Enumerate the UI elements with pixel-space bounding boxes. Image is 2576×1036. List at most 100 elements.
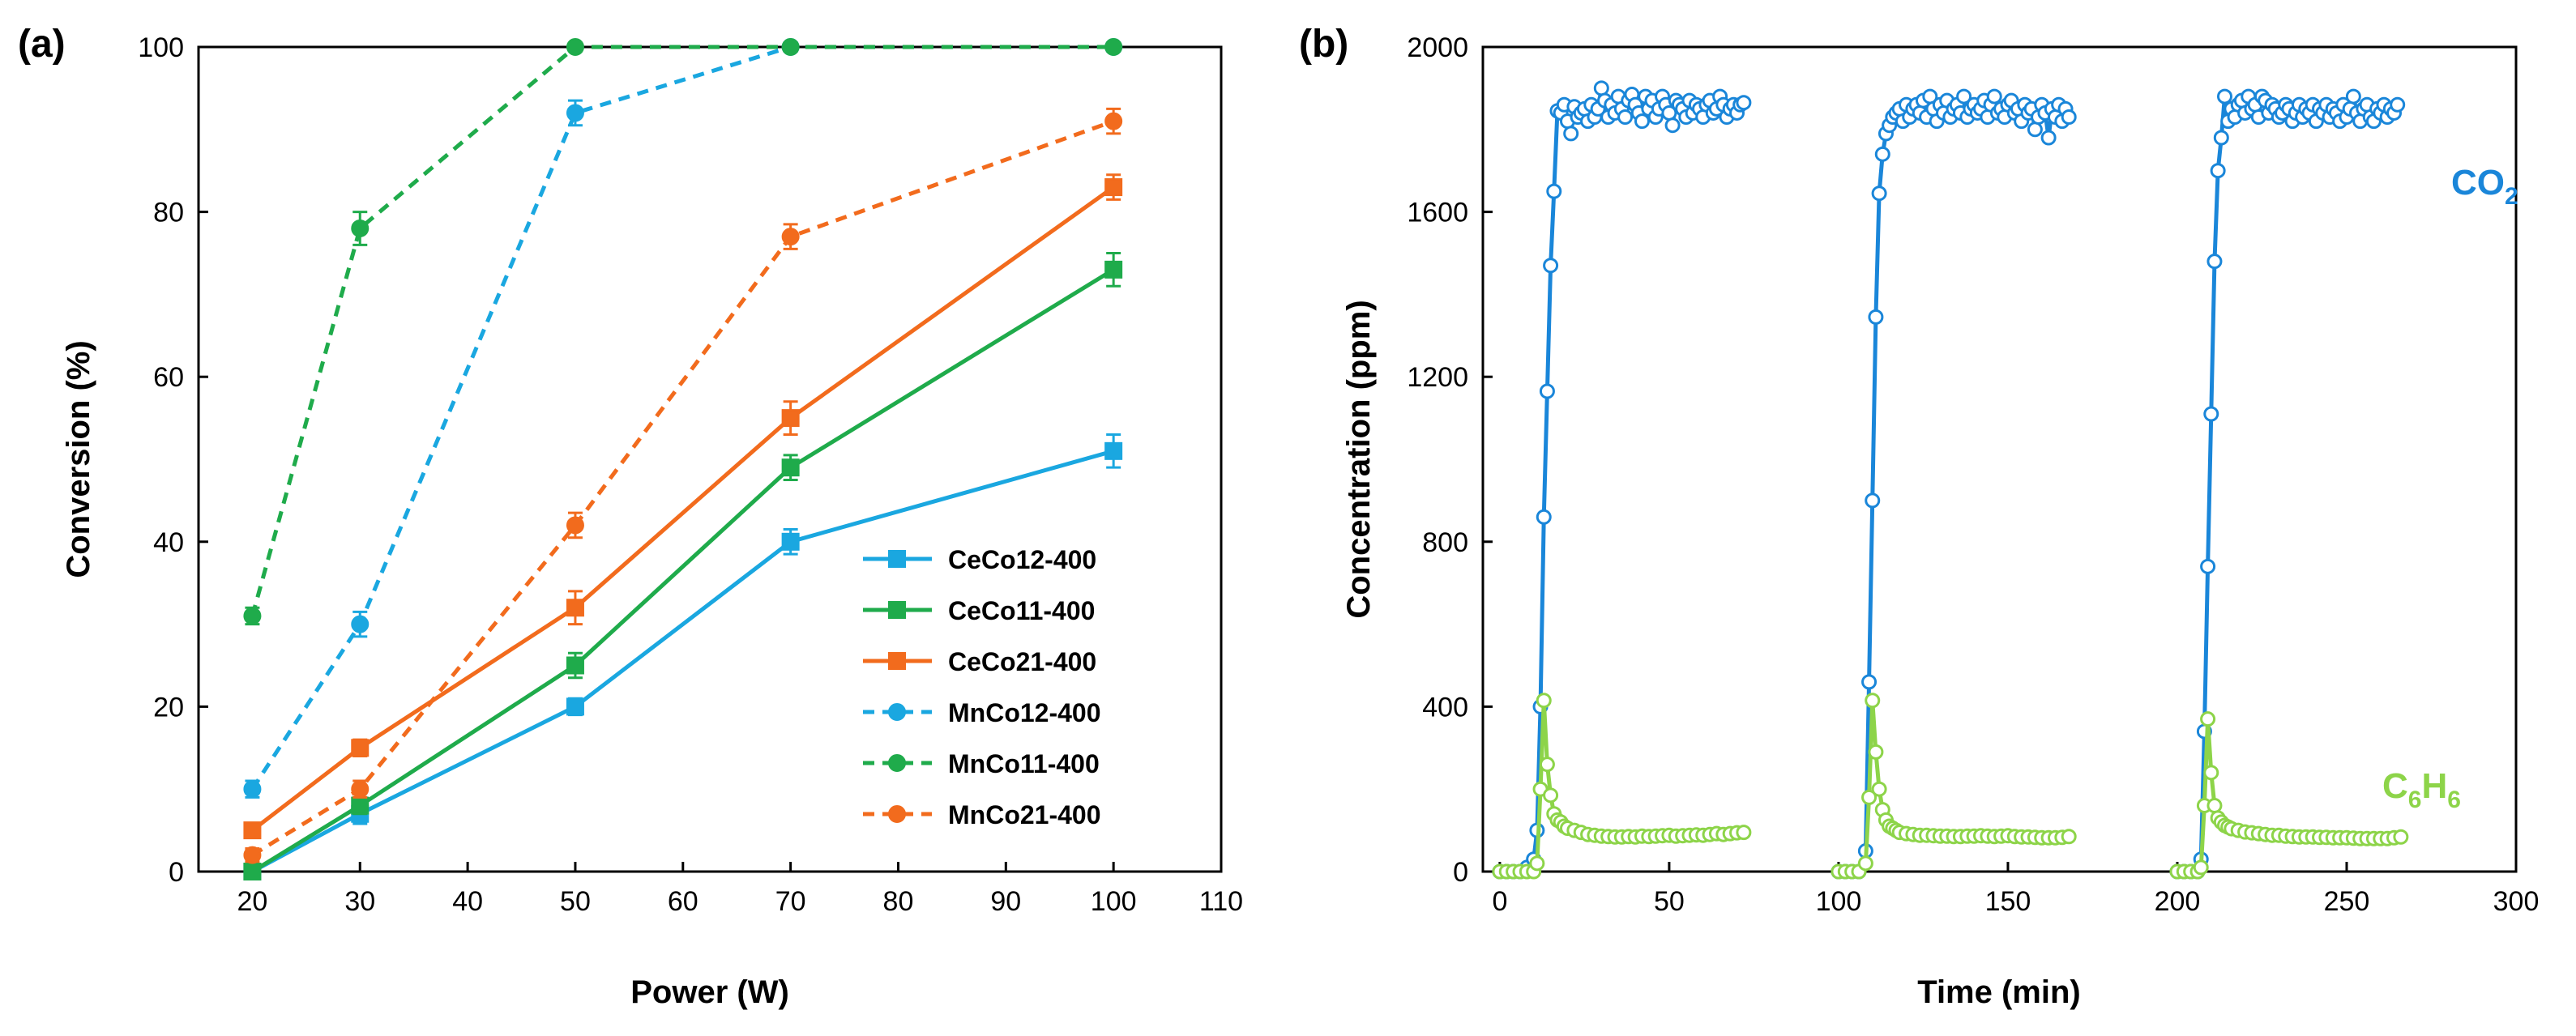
a-xtick-label: 40: [452, 886, 483, 917]
data-point: [1861, 789, 1878, 805]
data-point: [351, 739, 370, 757]
data-point: [2206, 254, 2223, 270]
b-xtick-label: 50: [1654, 886, 1685, 917]
data-point: [1986, 88, 2002, 104]
data-point: [1539, 383, 1555, 399]
data-point: [566, 656, 584, 675]
c6h6-annotation: C6H6: [2382, 766, 2461, 813]
axis-ticks-a: 20 30 40 50 60 70 80 90 100 110 0 20 40 60 80 100: [138, 32, 1243, 917]
plot-frame-b: [1481, 45, 2518, 873]
data-point: [566, 516, 584, 535]
data-point: [2193, 859, 2209, 876]
b-ytick-label: 800: [1422, 527, 1468, 558]
b-ytick-label: 0: [1453, 857, 1468, 888]
data-point: [2040, 130, 2057, 146]
data-point: [1536, 693, 1552, 709]
data-point: [2200, 558, 2216, 574]
b-ytick-label: 1200: [1407, 362, 1468, 393]
data-point: [2390, 96, 2406, 113]
legend-marker: [888, 652, 906, 670]
a-xtick-label: 30: [344, 886, 375, 917]
a-ytick-label: 100: [138, 32, 184, 63]
series-line: [250, 185, 1115, 833]
data-point: [1104, 260, 1123, 279]
a-ytick-label: 60: [153, 362, 184, 393]
x-axis-title-b: Time (min): [1917, 974, 2081, 1010]
data-point: [1634, 113, 1650, 130]
a-xtick-label: 100: [1091, 886, 1137, 917]
x-axis-title-a: Power (W): [630, 974, 789, 1010]
data-point: [2206, 798, 2223, 814]
data-point: [2345, 88, 2361, 104]
data-point: [566, 697, 584, 716]
a-xtick-label: 20: [237, 886, 268, 917]
data-point: [243, 821, 262, 840]
data-point: [2027, 122, 2043, 138]
axis-ticks-b: 0 50 100 150 200 250 300 0 400 800 1200 1600 2000: [1407, 32, 2539, 917]
co2-annotation: CO2: [2451, 163, 2518, 210]
a-ytick-label: 40: [153, 527, 184, 558]
data-point: [1871, 185, 1887, 202]
data-point: [1563, 126, 1579, 142]
data-point: [1543, 258, 1559, 274]
data-point: [781, 458, 800, 477]
legend-label: CeCo21-400: [948, 647, 1096, 676]
data-point: [1868, 309, 1884, 325]
a-xtick-label: 110: [1199, 886, 1243, 917]
a-ytick-label: 20: [153, 692, 184, 723]
data-point: [351, 219, 370, 237]
concentration-chart: (b) 0 50 100 150 200 250 300 0 400 800 1200 1600 200…: [1299, 23, 2539, 1010]
data-point: [1865, 492, 1881, 509]
series-c6h6: [1492, 693, 2409, 880]
series-ceco21-400: [243, 173, 1123, 840]
data-point: [1857, 855, 1873, 872]
legend-label: CeCo12-400: [948, 545, 1096, 574]
data-point: [1536, 509, 1552, 525]
legend-marker: [888, 805, 906, 823]
data-point: [243, 607, 262, 625]
data-point: [1104, 441, 1123, 460]
data-point: [1736, 95, 1752, 111]
data-point: [1956, 88, 1972, 104]
series-group-b: [1492, 80, 2409, 880]
b-xtick-label: 300: [2493, 886, 2540, 917]
series-line: [1499, 87, 1745, 874]
data-point: [1104, 38, 1123, 56]
b-ytick-label: 400: [1422, 692, 1468, 723]
data-point: [351, 780, 370, 799]
data-point: [781, 38, 800, 56]
data-point: [1104, 178, 1123, 197]
data-point: [566, 38, 584, 56]
data-point: [2203, 406, 2219, 422]
data-point: [243, 863, 262, 880]
panel-label-b: (b): [1299, 23, 1348, 66]
data-point: [781, 228, 800, 246]
a-xtick-label: 70: [775, 886, 806, 917]
data-point: [2061, 109, 2077, 126]
data-point: [781, 532, 800, 551]
a-ytick-label: 0: [169, 857, 184, 888]
data-point: [2061, 829, 2077, 845]
data-point: [243, 780, 262, 799]
series-mnco11-400: [243, 38, 1123, 626]
b-ytick-label: 2000: [1407, 32, 1468, 63]
series-ceco11-400: [243, 252, 1123, 880]
a-xtick-label: 80: [883, 886, 914, 917]
series-line: [250, 45, 1114, 791]
data-point: [2210, 163, 2226, 179]
b-xtick-label: 100: [1816, 886, 1862, 917]
legend-a: CeCo12-400 CeCo11-400 CeCo21-400 MnCo12-400…: [863, 545, 1101, 829]
series-group-a: [243, 38, 1123, 880]
data-point: [243, 846, 262, 864]
data-point: [351, 796, 370, 815]
data-point: [1736, 825, 1752, 841]
data-point: [351, 615, 370, 633]
data-point: [1543, 787, 1559, 804]
a-xtick-label: 60: [668, 886, 698, 917]
data-point: [1865, 693, 1881, 709]
legend-marker: [888, 601, 906, 619]
data-point: [1664, 117, 1681, 134]
data-point: [566, 599, 584, 617]
legend-label: MnCo12-400: [948, 698, 1101, 727]
